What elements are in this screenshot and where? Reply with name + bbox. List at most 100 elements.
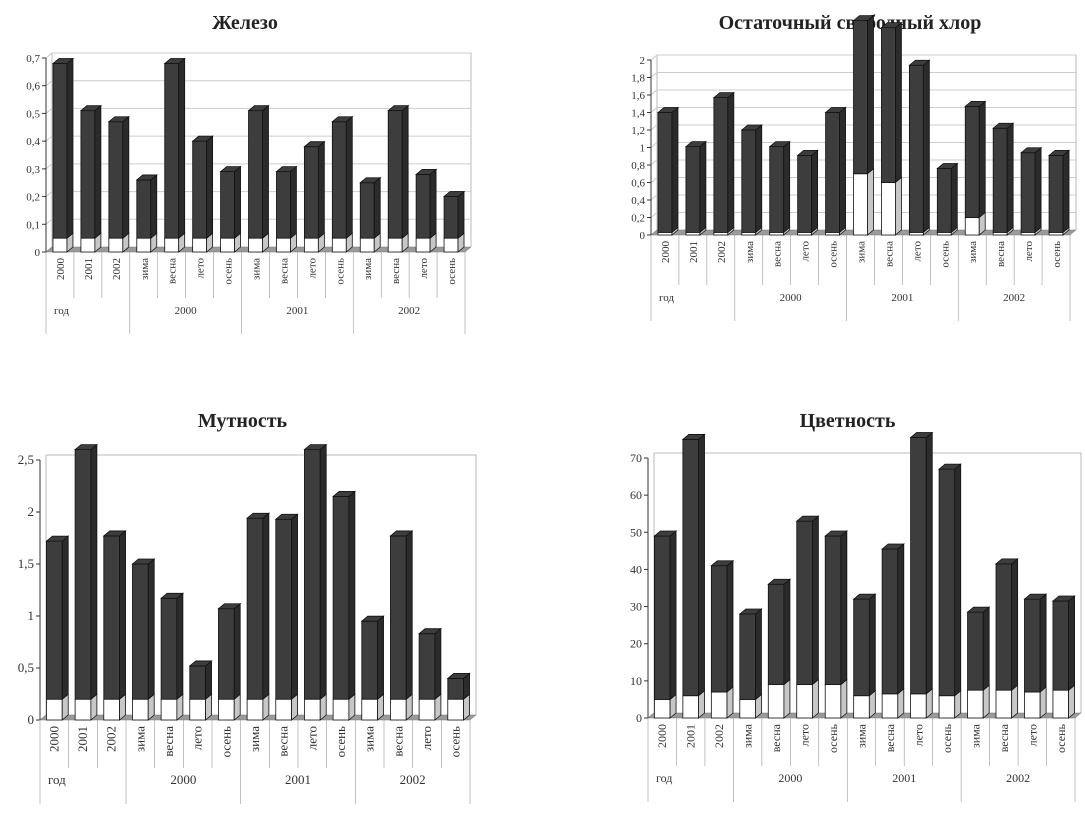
x-tick-label: весна <box>390 258 402 284</box>
bar-segment <box>163 57 186 239</box>
bar-front <box>331 121 347 239</box>
bar-side <box>982 684 990 719</box>
bar-side <box>291 513 298 701</box>
x-group-label: 2001 <box>286 305 308 317</box>
bar-front <box>164 237 180 253</box>
bar-front <box>276 171 291 239</box>
y-tick-label: 1 <box>28 608 35 623</box>
bar-segment <box>1023 593 1048 693</box>
bar-side <box>811 678 819 719</box>
y-tick-label: 0,1 <box>26 219 40 231</box>
bar-side <box>377 615 384 701</box>
x-tick-label: 2001 <box>684 724 698 748</box>
bar-side <box>262 104 269 239</box>
bar-front <box>164 63 180 239</box>
bar-side <box>727 91 735 234</box>
bar-segment <box>852 14 875 175</box>
y-tick-label: 0,5 <box>18 660 34 675</box>
x-tick-label: 2002 <box>712 724 726 748</box>
bar-segment <box>361 693 384 721</box>
gridline-side <box>650 159 658 166</box>
bar-side <box>348 490 356 701</box>
bar-front <box>741 129 757 233</box>
bar-front <box>103 698 120 721</box>
bar-side <box>699 140 707 234</box>
y-tick-label: 30 <box>630 600 642 614</box>
bar-front <box>359 237 375 253</box>
bar-segment <box>191 135 214 239</box>
bar-segment <box>74 443 98 701</box>
bar-front <box>657 112 673 233</box>
bar-segment <box>796 149 819 234</box>
bar-side <box>150 174 158 239</box>
bar-side <box>262 512 270 701</box>
gridline-side <box>45 80 53 87</box>
bar-segment <box>796 678 819 719</box>
bar-segment <box>710 559 735 693</box>
bar-front <box>303 237 319 253</box>
bar-front <box>910 437 927 695</box>
bar-segment <box>79 104 102 239</box>
bar-segment <box>881 543 905 695</box>
bar-segment <box>824 530 848 686</box>
x-tick-label: осень <box>828 241 840 268</box>
bar-segment <box>738 608 763 701</box>
bar-segment <box>853 167 874 236</box>
bar-side <box>178 57 186 239</box>
bar-segment <box>964 211 986 236</box>
bar-side <box>147 558 155 701</box>
x-tick-label: зима <box>968 723 982 748</box>
bar-front <box>415 173 431 239</box>
x-tick-label: весна <box>883 241 895 267</box>
bar-front <box>1020 152 1036 233</box>
bar-front <box>160 597 178 700</box>
x-tick-label: зима <box>744 241 756 263</box>
y-tick-label: 1,8 <box>631 73 645 85</box>
chart-title-iron: Железо <box>212 12 278 34</box>
bar-segment <box>767 578 792 686</box>
bar-front <box>136 237 152 253</box>
bar-front <box>46 698 63 721</box>
bar-front <box>1052 689 1069 719</box>
bar-segment <box>1047 149 1071 234</box>
chart-color: Цветность 0 10 20 30 40 50 60 70 2000 2001 2002 зим… <box>610 405 1085 818</box>
bar-side <box>176 592 184 701</box>
bar-front <box>447 698 464 721</box>
bar-segment <box>767 678 791 719</box>
x-tick-label: 2002 <box>111 258 123 280</box>
x-tick-label: зима <box>855 723 869 748</box>
bar-front <box>276 237 291 253</box>
bar-segment <box>656 106 680 234</box>
bar-front <box>132 698 149 721</box>
bar-front <box>443 196 459 239</box>
bar-front <box>853 173 868 236</box>
bar-top <box>191 135 214 142</box>
bar-segment <box>332 693 356 721</box>
bar-side <box>925 431 933 695</box>
y-tick-label: 60 <box>630 488 642 502</box>
bar-front <box>967 689 984 719</box>
x-tick-label: лето <box>911 241 923 262</box>
x-tick-label: лето <box>419 726 434 750</box>
y-tick-label: 1,4 <box>631 108 645 120</box>
bar-segment <box>908 59 931 234</box>
chart-iron: Железо 0 0,1 0,2 0,3 0,4 0,5 0,6 0,7 2000 2001 200… <box>10 0 480 360</box>
bar-front <box>936 168 952 233</box>
gridline-side <box>45 52 53 59</box>
bar-segment <box>332 490 356 701</box>
bar-segment <box>824 678 848 719</box>
bar-segment <box>303 443 328 701</box>
bar-side <box>1068 684 1075 719</box>
bar-top <box>710 560 735 567</box>
bar-front <box>881 548 899 695</box>
bar-segment <box>795 515 820 686</box>
y-tick-label: 0 <box>28 712 35 727</box>
bar-segment <box>219 165 242 239</box>
bar-front <box>418 698 436 721</box>
bar-top <box>681 434 706 440</box>
bar-side <box>1039 593 1047 693</box>
bar-top <box>160 592 184 599</box>
x-tick-label: осень <box>939 241 951 268</box>
x-tick-label: зима <box>251 258 263 280</box>
y-tick-label: 10 <box>630 674 642 688</box>
